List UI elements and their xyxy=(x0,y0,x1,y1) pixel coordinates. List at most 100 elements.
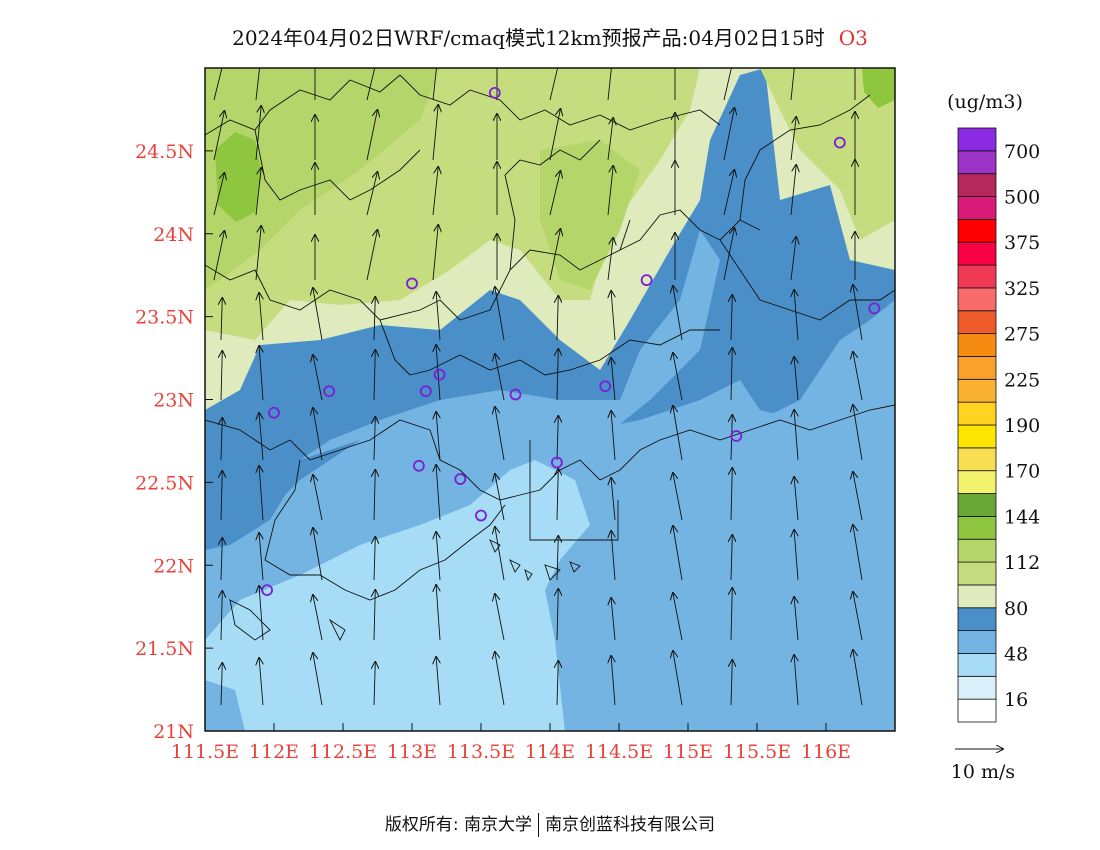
station-marker xyxy=(323,385,336,398)
wind-arrow xyxy=(723,228,734,281)
wind-arrow xyxy=(255,168,261,216)
wind-arrow xyxy=(549,68,559,101)
station-marker xyxy=(730,430,743,442)
lat-tick-label: 22N xyxy=(153,555,194,577)
wind-arrows xyxy=(213,68,863,706)
field-band-olive-2 xyxy=(540,140,640,290)
wind-arrow xyxy=(611,411,615,461)
lat-tick-label: 22.5N xyxy=(135,472,194,494)
wind-arrow xyxy=(723,68,732,101)
wind-arrow xyxy=(374,297,375,341)
wind-arrow xyxy=(213,111,224,161)
wind-arrow xyxy=(366,68,376,101)
copyright-divider xyxy=(538,813,540,837)
colorbar-label: 112 xyxy=(1004,552,1040,574)
wind-arrow xyxy=(557,296,558,341)
longitude-axis: 111.5E 112E 112.5E 113E 113.5E 114E 114.5E 115E… xyxy=(171,723,851,763)
wind-arrow xyxy=(790,165,796,216)
colorbar-label: 144 xyxy=(1004,506,1040,528)
station-marker xyxy=(833,136,846,149)
station-marker xyxy=(406,277,418,290)
wind-arrow xyxy=(221,538,222,581)
wind-arrow xyxy=(259,346,263,401)
wind-arrow xyxy=(374,662,375,706)
station-marker xyxy=(640,274,653,287)
colorbar-swatch xyxy=(957,356,997,380)
wind-arrow xyxy=(611,291,615,341)
wind-arrow xyxy=(313,475,323,521)
station-marker xyxy=(268,406,280,419)
wind-arrow xyxy=(374,537,375,581)
colorbar-swatch xyxy=(957,401,997,426)
lon-tick-label: 111.5E xyxy=(171,741,239,763)
colorbar-swatch xyxy=(957,310,997,335)
colorbar-swatch xyxy=(957,538,997,563)
wind-arrow xyxy=(374,590,375,641)
wind-arrow xyxy=(259,413,263,461)
wind-arrow xyxy=(313,288,323,341)
wind-arrow xyxy=(557,661,558,706)
wind-arrow xyxy=(731,295,732,341)
colorbar-label: 16 xyxy=(1004,689,1028,711)
station-marker xyxy=(488,86,501,99)
wind-arrow xyxy=(432,167,438,216)
colorbar: 16 48 80 112 144 170 190 225 275 325 375 500 700 xyxy=(957,127,1040,723)
colorbar-label: 325 xyxy=(1004,278,1040,300)
colorbar-label: 48 xyxy=(1004,643,1028,665)
wind-arrow xyxy=(790,237,796,281)
wind-arrow xyxy=(436,412,440,461)
wind-arrow xyxy=(731,588,732,641)
wind-arrow xyxy=(259,293,263,341)
lat-tick-label: 21N xyxy=(153,721,194,743)
colorbar-swatch xyxy=(957,675,997,700)
wind-arrow xyxy=(313,595,323,641)
wind-arrow xyxy=(432,225,438,281)
wind-arrow xyxy=(611,598,615,641)
wind-arrow xyxy=(432,105,438,161)
lon-tick-label: 115E xyxy=(663,741,713,763)
wind-arrow xyxy=(436,532,440,581)
wind-arrow xyxy=(731,468,732,521)
colorbar-unit: (ug/m3) xyxy=(947,91,1023,113)
wind-arrow xyxy=(794,597,798,641)
wind-arrow xyxy=(853,472,863,521)
wind-arrow xyxy=(731,660,732,706)
lon-tick-label: 112E xyxy=(249,741,299,763)
wind-arrow xyxy=(607,166,613,216)
wind-arrow xyxy=(366,110,377,161)
wind-arrow xyxy=(794,410,798,461)
wind-arrow xyxy=(432,68,437,101)
station-marker xyxy=(454,473,467,485)
lat-tick-label: 24.5N xyxy=(135,141,194,163)
wind-arrow xyxy=(673,593,683,641)
wind-arrow xyxy=(313,528,323,581)
field-band-olive xyxy=(205,68,440,290)
wind-arrow xyxy=(607,118,613,161)
lon-tick-label: 112.5E xyxy=(309,741,377,763)
field-band-bright-green-ne xyxy=(862,68,895,108)
station-marker xyxy=(509,388,522,401)
wind-arrow xyxy=(557,416,558,461)
wind-arrow xyxy=(495,594,505,641)
station-marker xyxy=(412,459,425,472)
lon-tick-label: 114.5E xyxy=(585,741,653,763)
colorbar-swatch xyxy=(957,196,997,220)
colorbar-label: 225 xyxy=(1004,369,1040,391)
field-band-80-westpatch xyxy=(205,420,300,550)
colorbar-swatch xyxy=(957,287,997,312)
wind-arrow xyxy=(607,238,613,281)
colorbar-label: 190 xyxy=(1004,415,1040,437)
wind-arrow xyxy=(673,286,683,341)
colorbar-swatch xyxy=(957,447,997,472)
wind-arrow xyxy=(221,591,222,641)
wind-arrow xyxy=(213,68,223,101)
wind-arrow xyxy=(221,298,222,341)
field-band-16-48-west xyxy=(205,680,245,731)
wind-reference-label: 10 m/s xyxy=(951,761,1015,783)
wind-arrow xyxy=(495,474,505,521)
wind-arrow xyxy=(259,658,263,706)
wind-arrow xyxy=(549,109,560,161)
wind-arrow xyxy=(213,173,224,216)
lat-tick-label: 24N xyxy=(153,224,194,246)
wind-arrow xyxy=(557,536,558,581)
